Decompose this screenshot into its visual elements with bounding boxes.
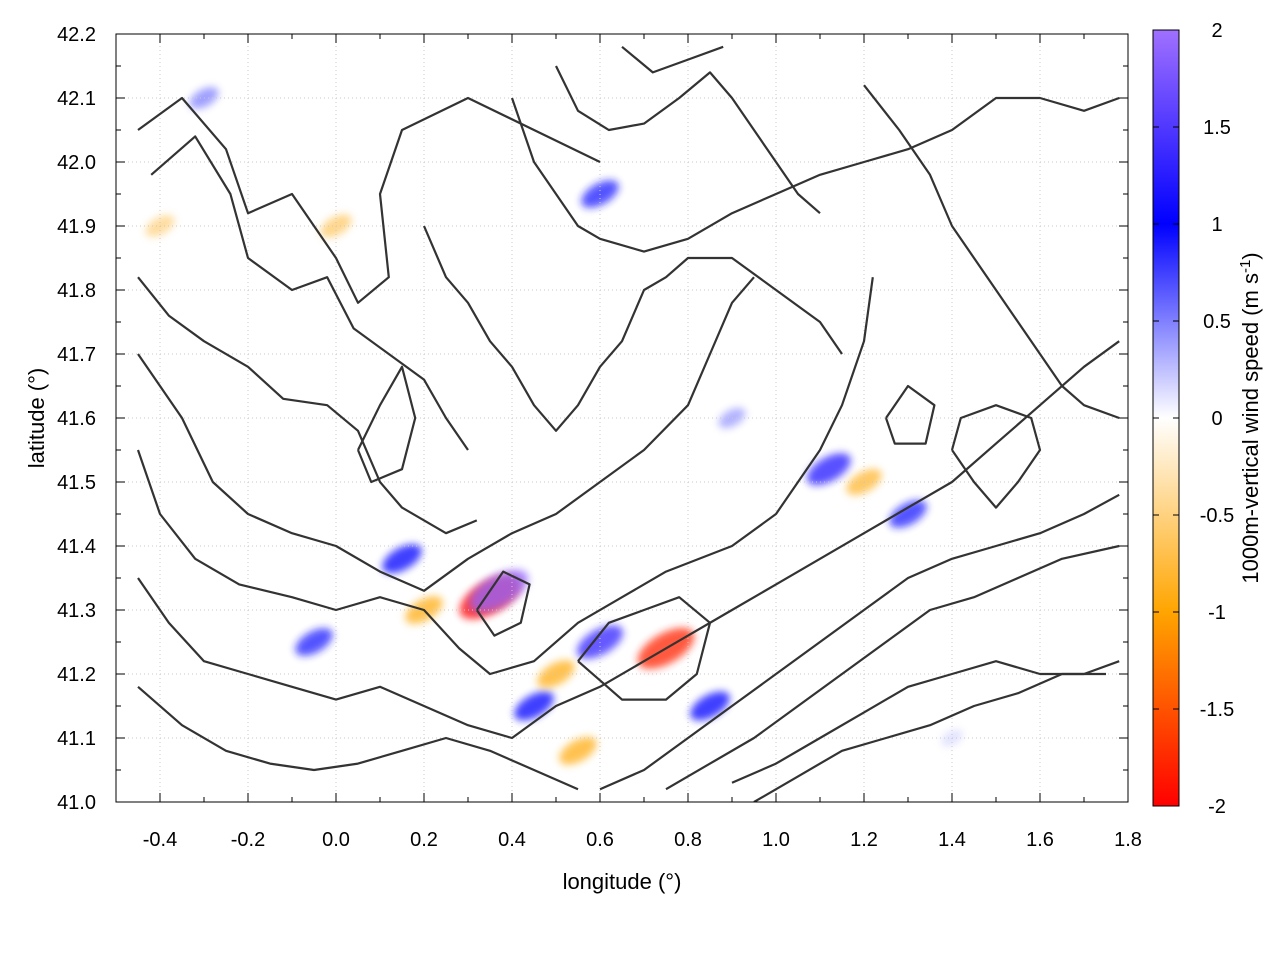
contour-line-8 [665,544,1120,791]
colorbar-tick-label-6: -1 [1208,602,1226,624]
contour-line-13 [555,65,821,215]
colorbar-tick-label-0: 2 [1211,20,1222,42]
colorbar-tick-label-7: -1.5 [1200,699,1234,721]
y-tick-label-11: 42.1 [57,88,96,110]
x-tick-label-7: 1.0 [762,829,790,851]
heatmap-cell-19 [559,736,597,765]
x-tick-label-5: 0.6 [586,829,614,851]
x-tick-label-0: -0.4 [143,829,177,851]
contour-line-2 [137,276,478,535]
y-axis-title: latitude (°) [24,368,49,469]
contour-line-20 [884,384,936,445]
colorbar-tick-label-4: 0 [1211,408,1222,430]
heatmap-cell-4 [806,453,851,486]
y-tick-label-12: 42.2 [57,24,96,46]
colorbar-tick-label-3: 0.5 [1203,311,1231,333]
y-tick-label-2: 41.2 [57,664,96,686]
y-axis-ticks: 41.0 41.1 41.2 41.3 41.4 41.5 41.6 41.7 41.8 41.9… [57,24,1128,814]
y-tick-label-0: 41.0 [57,792,96,814]
y-tick-label-3: 41.3 [57,600,96,622]
y-tick-label-8: 41.8 [57,280,96,302]
contour-line-10 [753,672,1106,802]
contour-line-16 [950,404,1042,509]
x-tick-label-9: 1.4 [938,829,966,851]
colorbar-title: 1000m-vertical wind speed (m s-1) [1237,252,1264,583]
x-tick-label-2: 0.0 [322,829,350,851]
y-tick-label-6: 41.6 [57,408,96,430]
contour-line-14 [621,45,724,74]
x-tick-label-3: 0.2 [410,829,438,851]
y-tick-label-7: 41.7 [57,344,96,366]
x-tick-label-1: -0.2 [231,829,265,851]
contour-line-11 [422,225,843,432]
heatmap-cell-15 [889,500,927,528]
x-tick-label-8: 1.2 [850,829,878,851]
heatmap-cell-6 [514,691,554,721]
colorbar-tick-label-8: -2 [1208,796,1226,818]
colorbar-tick-label-1: 1.5 [1203,117,1231,139]
contour-line-7 [599,493,1120,791]
contour-line-15 [863,84,1120,420]
y-tick-label-1: 41.1 [57,728,96,750]
contour-line-6 [137,685,579,791]
contour-line-18 [577,596,712,701]
x-axis-title: longitude (°) [563,869,682,894]
contour-line-3 [137,276,755,592]
colorbar-ticks: 2 1.5 1 0.5 0 -0.5 -1 -1.5 -2 [1153,20,1234,818]
contour-line-0 [137,96,601,304]
colorbar-title-main: 1000m-vertical wind speed (m s [1238,273,1263,584]
contour-line-19 [475,570,531,637]
y-tick-label-10: 42.0 [57,152,96,174]
heatmap-cell-10 [295,628,333,656]
heatmap-cell-1 [469,569,529,612]
contour-line-12 [510,96,1120,253]
colorbar-tick-label-5: -0.5 [1200,505,1234,527]
heatmap-cell-9 [382,544,422,574]
colorbar-title-superscript: -1 [1237,260,1254,273]
x-tick-label-10: 1.6 [1026,829,1054,851]
plot-area [115,33,1129,803]
colorbar-tick-label-2: 1 [1211,214,1222,236]
x-axis-ticks: -0.4 -0.2 0.0 0.2 0.4 0.6 0.8 1.0 1.2 1.4 1.6 1.8 [115,34,1142,851]
y-tick-label-5: 41.5 [57,472,96,494]
contour-line-17 [356,365,417,484]
contour-line-5 [137,340,1120,740]
colorbar-title-suffix: ) [1238,252,1263,259]
colorbar: 2 1.5 1 0.5 0 -0.5 -1 -1.5 -2 1000m-vertical win… [1152,20,1264,818]
x-tick-label-6: 0.8 [674,829,702,851]
x-tick-label-11: 1.8 [1114,829,1142,851]
contour-line-1 [150,135,469,451]
y-tick-label-4: 41.4 [57,536,96,558]
contour-line-4 [136,277,874,676]
x-tick-label-4: 0.4 [498,829,526,851]
terrain-contours [136,45,1120,802]
y-tick-label-9: 41.9 [57,216,96,238]
heatmap-cell-11 [690,691,730,721]
